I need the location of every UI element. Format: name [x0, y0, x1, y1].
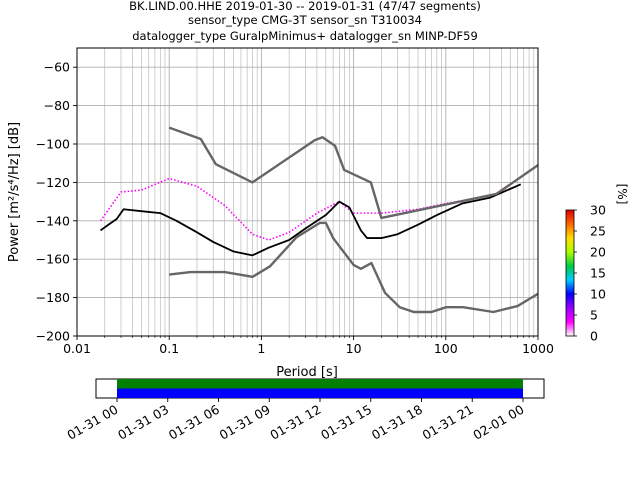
series-line-low-noise-model — [169, 221, 539, 314]
timeline-tick-label: 01-31 00 — [64, 402, 120, 443]
timeline-tick-label: 01-31 09 — [217, 402, 273, 443]
x-tick-label: 100 — [434, 341, 458, 356]
ppsd-chart: 0.01 0.1 1 10 100 1000 −200 −180 −160 −140 −120 −10… — [7, 47, 554, 380]
timeline-tick-label: 02-01 00 — [470, 402, 526, 443]
y-tick-label: −140 — [36, 213, 70, 228]
timeline-tick-label: 01-31 21 — [420, 402, 476, 443]
title-line-2: sensor_type CMG-3T sensor_sn T310034 — [188, 13, 422, 27]
timeline-bars — [117, 379, 523, 398]
colorbar-tick-label: 30 — [590, 203, 606, 218]
axis-ticks: 0.01 0.1 1 10 100 1000 −200 −180 −160 −140 −120 −10… — [36, 60, 554, 356]
y-tick-label: −160 — [36, 252, 70, 267]
y-tick-label: −120 — [36, 175, 70, 190]
timeline-bar-top — [117, 379, 523, 389]
timeline-tick-label: 01-31 18 — [369, 402, 425, 443]
title-line-1: BK.LIND.00.HHE 2019-01-30 -- 2019-01-31 … — [129, 0, 481, 13]
y-axis-label: Power [m²/s⁴/Hz] [dB] — [7, 122, 22, 262]
colorbar: 0 5 10 15 20 25 30 [%] — [565, 184, 629, 344]
lines-layer — [99, 126, 539, 314]
y-tick-label: −60 — [44, 60, 70, 75]
x-tick-label: 1 — [257, 341, 265, 356]
colorbar-label: [%] — [615, 184, 629, 205]
colorbar-tick-label: 15 — [590, 266, 606, 281]
timeline-tick-label: 01-31 06 — [166, 402, 222, 443]
y-tick-label: −80 — [44, 98, 70, 113]
x-tick-label: 0.1 — [159, 341, 179, 356]
colorbar-tick-label: 20 — [590, 245, 606, 260]
y-tick-label: −100 — [36, 137, 70, 152]
plot-frame — [76, 47, 539, 337]
timeline-tick-label: 01-31 12 — [267, 402, 323, 443]
colorbar-tick-label: 10 — [590, 287, 606, 302]
x-tick-label: 1000 — [522, 341, 554, 356]
timeline-tick-label: 01-31 03 — [115, 402, 171, 443]
colorbar-gradient — [565, 209, 575, 337]
y-tick-label: −180 — [36, 290, 70, 305]
plot-area — [77, 48, 538, 336]
x-tick-label: 0.01 — [63, 341, 91, 356]
colorbar-tick-label: 25 — [590, 224, 606, 239]
y-tick-label: −200 — [36, 329, 70, 344]
x-axis-label: Period [s] — [276, 365, 338, 380]
colorbar-ticks: 0 5 10 15 20 25 30 — [574, 203, 606, 344]
series-line-mode — [100, 183, 522, 257]
timeline-tick-label: 01-31 15 — [318, 402, 374, 443]
x-tick-label: 10 — [346, 341, 362, 356]
series-line-high-noise-model — [168, 126, 539, 220]
title-line-3: datalogger_type GuralpMinimus+ datalogge… — [132, 29, 478, 43]
timeline-bar-bottom — [117, 388, 523, 398]
colorbar-tick-label: 0 — [590, 329, 598, 344]
colorbar-tick-label: 5 — [590, 308, 598, 323]
